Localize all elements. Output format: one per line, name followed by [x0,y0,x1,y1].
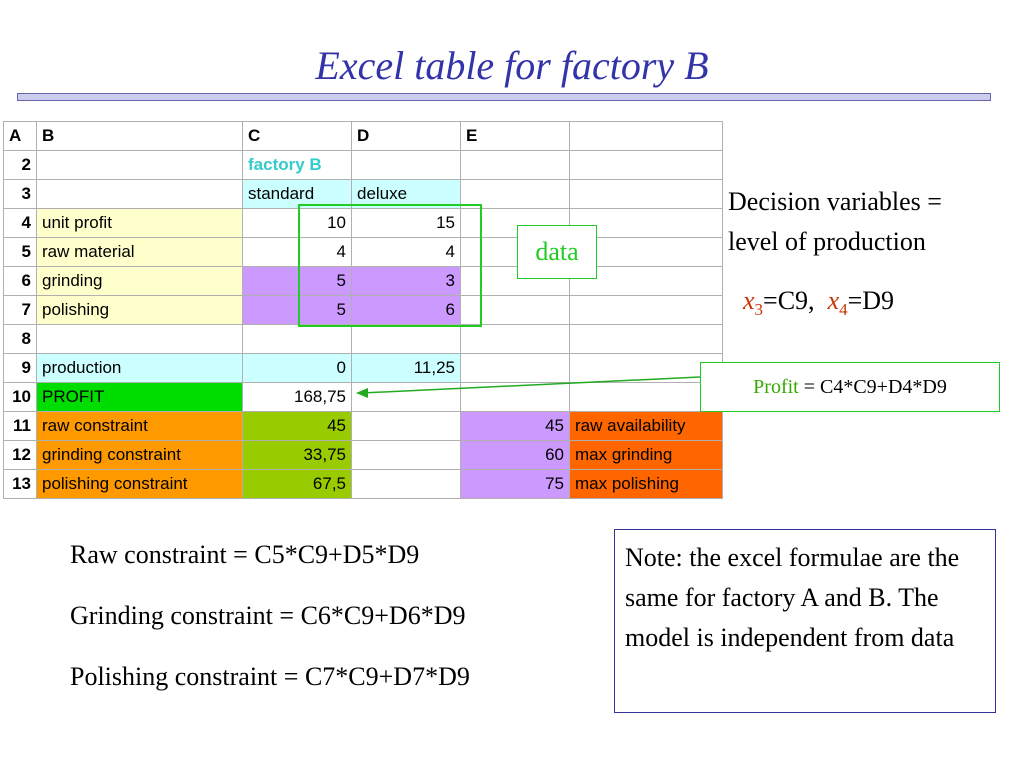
cell-c9[interactable]: 0 [242,353,352,383]
row-number[interactable]: 10 [3,382,37,412]
cell-e11[interactable]: 45 [460,411,570,441]
cell-f11[interactable]: raw availability [569,411,723,441]
table-row: 2 factory B [3,150,723,180]
decision-line-2: level of production [728,227,926,256]
cell-c10-profit[interactable]: 168,75 [242,382,352,412]
cell-c6[interactable]: 5 [242,266,352,296]
profit-formula-box: Profit = C4*C9+D4*D9 [700,362,1000,412]
cell-b6[interactable]: grinding [36,266,243,296]
column-header-row: A B C D E [3,121,723,151]
cell-d6[interactable]: 3 [351,266,461,296]
decision-line-1: Decision variables = [728,187,942,216]
cell-c12[interactable]: 33,75 [242,440,352,470]
decision-variables-text: Decision variables = level of production [728,182,942,262]
cell-f4[interactable] [569,208,723,238]
cell-f8[interactable] [569,324,723,354]
profit-formula: = C4*C9+D4*D9 [798,376,947,398]
polishing-constraint-formula: Polishing constraint = C7*C9+D7*D9 [70,662,470,691]
raw-constraint-formula: Raw constraint = C5*C9+D5*D9 [70,540,420,569]
table-row: 5 raw material 4 4 [3,237,723,267]
cell-c7[interactable]: 5 [242,295,352,325]
col-header-f[interactable] [569,121,723,151]
cell-e9[interactable] [460,353,570,383]
title-underline [17,93,991,101]
cell-e2[interactable] [460,150,570,180]
cell-d9[interactable]: 11,25 [351,353,461,383]
cell-c8[interactable] [242,324,352,354]
table-row: 4 unit profit 10 15 [3,208,723,238]
note-box: Note: the excel formulae are the same fo… [614,529,996,713]
cell-f2[interactable] [569,150,723,180]
x4-definition: =D9 [847,286,895,315]
table-row: 13 polishing constraint 67,5 75 max poli… [3,469,723,499]
page-title: Excel table for factory B [315,43,709,88]
x4-subscript: 4 [839,300,848,320]
cell-f10[interactable] [569,382,723,412]
cell-b13[interactable]: polishing constraint [36,469,243,499]
grinding-constraint-formula: Grinding constraint = C6*C9+D6*D9 [70,601,466,630]
excel-sheet: A B C D E 2 factory B 3 standard deluxe … [3,121,723,499]
x3-definition: =C9, [763,286,815,315]
cell-e7[interactable] [460,295,570,325]
x3-symbol: x [743,286,755,315]
variable-definitions: x3=C9, x4=D9 [743,286,894,320]
profit-word: Profit [753,376,799,398]
table-row: 6 grinding 5 3 [3,266,723,296]
cell-b12[interactable]: grinding constraint [36,440,243,470]
table-row: 8 [3,324,723,354]
data-label: data [517,225,597,279]
cell-b4[interactable]: unit profit [36,208,243,238]
cell-f13[interactable]: max polishing [569,469,723,499]
cell-f12[interactable]: max grinding [569,440,723,470]
cell-d13[interactable] [351,469,461,499]
cell-b10[interactable]: PROFIT [36,382,243,412]
table-row: 12 grinding constraint 33,75 60 max grin… [3,440,723,470]
x3-subscript: 3 [754,300,764,320]
cell-d4[interactable]: 15 [351,208,461,238]
table-row: 10 PROFIT 168,75 [3,382,723,412]
constraint-formulas: Raw constraint = C5*C9+D5*D9 Grinding co… [70,540,470,723]
row-number[interactable]: 5 [3,237,37,267]
x4-symbol: x [827,286,840,315]
cell-c11[interactable]: 45 [242,411,352,441]
col-header-d[interactable]: D [351,121,461,151]
cell-c5[interactable]: 4 [242,237,352,267]
data-highlight-box [298,204,482,327]
cell-b5[interactable]: raw material [36,237,243,267]
cell-b11[interactable]: raw constraint [36,411,243,441]
cell-e12[interactable]: 60 [460,440,570,470]
cell-d12[interactable] [351,440,461,470]
cell-d7[interactable]: 6 [351,295,461,325]
table-row: 11 raw constraint 45 45 raw availability [3,411,723,441]
row-number[interactable]: 2 [3,150,37,180]
cell-e13[interactable]: 75 [460,469,570,499]
